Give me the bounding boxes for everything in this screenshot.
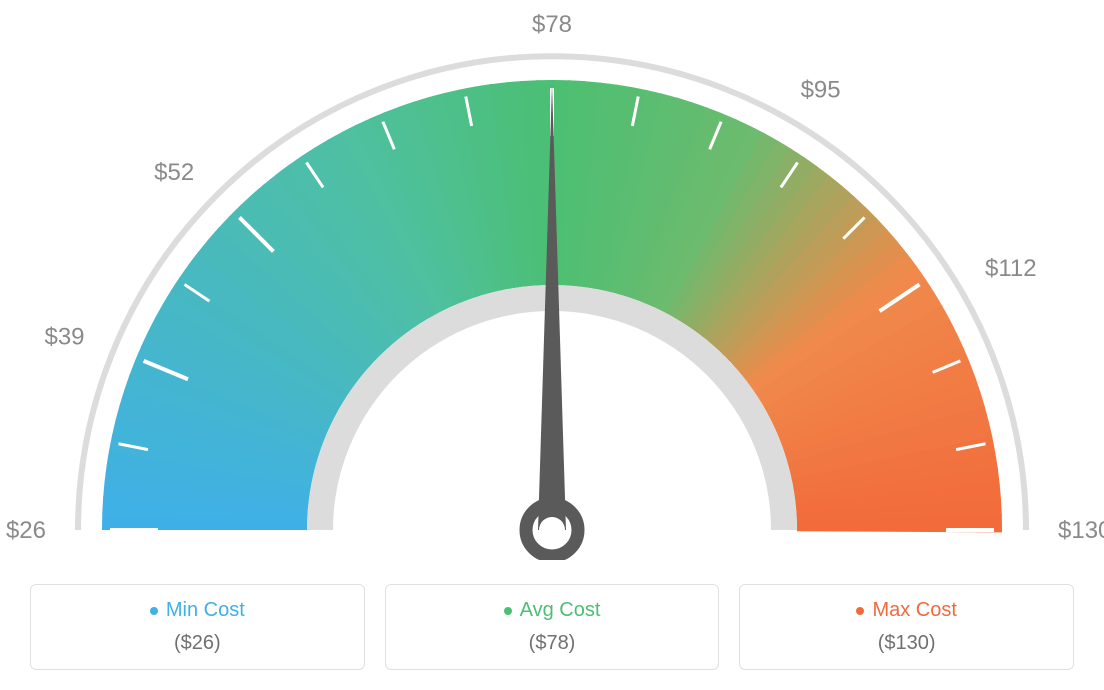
gauge-tick-label: $130 bbox=[1058, 517, 1104, 544]
legend-avg-label: Avg Cost bbox=[504, 599, 601, 622]
legend-min-card: Min Cost ($26) bbox=[30, 584, 365, 670]
gauge-needle-hub-inner bbox=[539, 517, 565, 543]
legend-row: Min Cost ($26) Avg Cost ($78) Max Cost (… bbox=[0, 584, 1104, 670]
gauge-tick-label: $39 bbox=[44, 323, 84, 350]
gauge-tick-label: $78 bbox=[532, 11, 572, 38]
legend-max-card: Max Cost ($130) bbox=[739, 584, 1074, 670]
gauge-tick-label: $112 bbox=[985, 255, 1037, 282]
legend-max-value: ($130) bbox=[750, 632, 1063, 655]
gauge-tick-label: $26 bbox=[6, 517, 46, 544]
gauge-tick-label: $95 bbox=[801, 76, 841, 103]
legend-avg-card: Avg Cost ($78) bbox=[385, 584, 720, 670]
legend-min-label: Min Cost bbox=[150, 599, 245, 622]
chart-container: $26 $39 $52 $78 $95 $112 $130 Min Cost ($26) A… bbox=[0, 0, 1104, 690]
legend-avg-value: ($78) bbox=[396, 632, 709, 655]
legend-max-label: Max Cost bbox=[856, 599, 956, 622]
gauge-tick-label: $52 bbox=[154, 159, 194, 186]
legend-min-value: ($26) bbox=[41, 632, 354, 655]
gauge-chart: $26 $39 $52 $78 $95 $112 $130 bbox=[0, 0, 1104, 560]
